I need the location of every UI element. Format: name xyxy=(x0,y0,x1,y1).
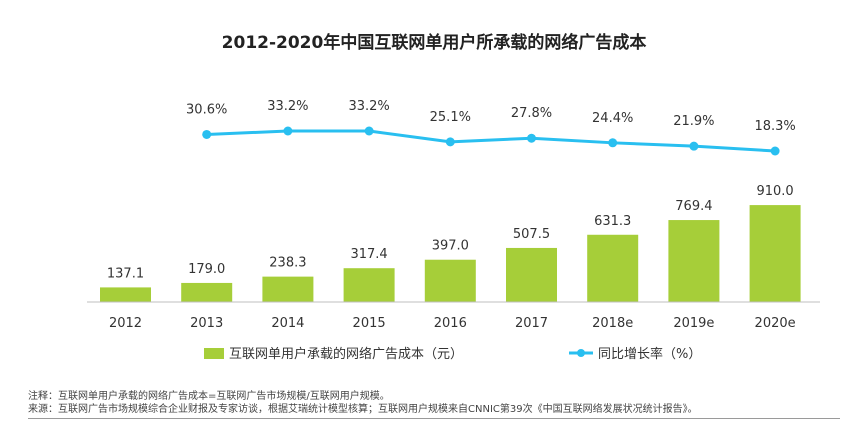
note-line: 注释：互联网单用户承载的网络广告成本=互联网广告市场规模/互联网用户规模。 xyxy=(28,391,390,402)
bar-value-label: 317.4 xyxy=(350,247,387,262)
bar-value-label: 137.1 xyxy=(107,266,144,281)
growth-point xyxy=(689,141,699,151)
x-tick-label: 2016 xyxy=(434,316,467,331)
bar-value-label: 507.5 xyxy=(513,227,550,242)
growth-value-label: 24.4% xyxy=(592,111,633,126)
bar-value-label: 769.4 xyxy=(675,199,712,214)
growth-point xyxy=(364,126,374,136)
x-tick-label: 2014 xyxy=(271,316,304,331)
bar xyxy=(587,234,639,302)
bar-value-label: 910.0 xyxy=(756,184,793,199)
bar-value-label: 397.0 xyxy=(432,239,469,254)
growth-value-labels: 30.6% 33.2% 33.2% 25.1% 27.8% 24.4% 21.9% 18.3% xyxy=(186,99,796,134)
bar xyxy=(506,247,557,302)
bar xyxy=(343,268,395,302)
bar-value-label: 238.3 xyxy=(269,256,306,271)
growth-value-label: 21.9% xyxy=(673,114,714,129)
legend-line-marker xyxy=(577,349,585,357)
x-tick-label: 2013 xyxy=(190,316,223,331)
bar xyxy=(668,220,720,302)
source-line: 来源：互联网广告市场规模综合企业财报及专家访谈，根据艾瑞统计模型核算；互联网用户… xyxy=(28,404,698,415)
growth-point xyxy=(527,133,536,143)
growth-line-series xyxy=(202,126,780,156)
x-tick-label: 2017 xyxy=(515,316,548,331)
footer-divider xyxy=(28,418,840,419)
growth-point xyxy=(608,138,618,148)
bar xyxy=(100,287,151,302)
legend: 互联网单用户承载的网络广告成本（元） 同比增长率（%） xyxy=(204,346,701,362)
bar-value-label: 179.0 xyxy=(188,262,225,277)
x-tick-label: 2020e xyxy=(755,316,796,331)
bar-value-labels: 137.1 179.0 238.3 317.4 397.0 507.5 631.3 769.4… xyxy=(107,184,794,281)
chart-title: 2012-2020年中国互联网单用户所承载的网络广告成本 xyxy=(222,32,647,53)
bar xyxy=(181,282,233,302)
x-tick-label: 2015 xyxy=(353,316,386,331)
footnotes: 注释：互联网单用户承载的网络广告成本=互联网广告市场规模/互联网用户规模。 来源… xyxy=(28,390,698,416)
legend-bar-label: 互联网单用户承载的网络广告成本（元） xyxy=(229,346,463,362)
growth-point xyxy=(445,137,455,147)
growth-point xyxy=(770,146,780,156)
bar xyxy=(749,205,801,302)
bar xyxy=(262,276,314,302)
growth-value-label: 33.2% xyxy=(267,99,308,114)
growth-value-label: 18.3% xyxy=(754,119,795,134)
growth-value-label: 25.1% xyxy=(430,110,471,125)
bar xyxy=(424,259,476,302)
bar-value-label: 631.3 xyxy=(594,214,631,229)
growth-point xyxy=(283,126,293,136)
growth-value-label: 27.8% xyxy=(511,106,552,121)
growth-point xyxy=(202,129,212,139)
x-tick-label: 2018e xyxy=(592,316,633,331)
growth-line xyxy=(206,129,776,153)
growth-value-label: 33.2% xyxy=(348,99,389,114)
growth-value-label: 30.6% xyxy=(186,102,227,117)
bar-series xyxy=(100,205,801,302)
legend-bar-swatch xyxy=(204,348,224,359)
x-axis-ticks: 2012 2013 2014 2015 2016 2017 2018e 2019e 2020e xyxy=(109,316,796,331)
legend-line-label: 同比增长率（%） xyxy=(598,346,701,362)
x-tick-label: 2012 xyxy=(109,316,142,331)
x-tick-label: 2019e xyxy=(673,316,714,331)
